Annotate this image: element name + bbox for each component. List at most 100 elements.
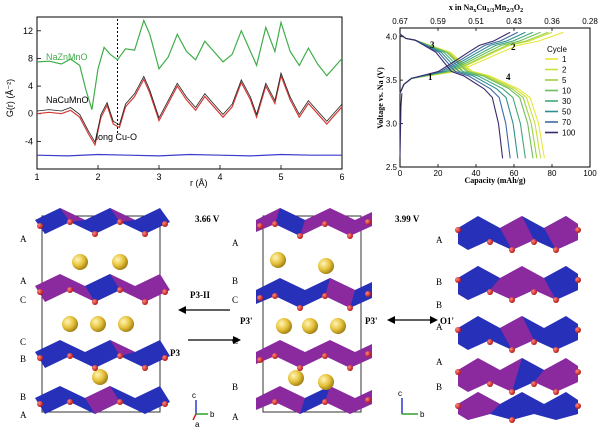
pdf-series	[36, 18, 343, 157]
voltage-x-tick-label: 100	[583, 169, 597, 178]
pdf-y-ticks: -4 0 4 8 12	[23, 26, 41, 146]
sodium-atom	[90, 316, 106, 332]
legend-title: Cycle	[547, 45, 568, 54]
sodium-atom	[62, 316, 78, 332]
stack-letter: B	[436, 277, 442, 287]
sodium-atom	[270, 252, 286, 268]
voltage-y-tick-label: 2.5	[386, 163, 398, 172]
octahedral-layer	[300, 386, 330, 414]
structure-o1-prime	[455, 216, 581, 423]
stack-letter: B	[232, 382, 238, 392]
stack-letter: C	[232, 295, 238, 305]
stack-letter: A	[436, 322, 443, 332]
legend-label-cycle-5: 5	[562, 76, 567, 85]
stack-letter: B	[436, 382, 442, 392]
oxygen-atoms	[37, 219, 168, 407]
initial-rise	[399, 93, 403, 157]
legend-label-cycle-30: 30	[562, 97, 571, 106]
stacking-letters-left: A A C C B B A	[20, 234, 27, 420]
stack-letter: C	[20, 295, 26, 305]
voltage-plot-frame	[399, 27, 591, 168]
sodium-atom	[302, 318, 318, 334]
voltage-x-tick-label: 80	[548, 169, 557, 178]
voltage-top-axis-title: x in NaxCu1/3Mn2/3O2	[449, 3, 523, 14]
voltage-xlabel: Capacity (mAh/g)	[464, 176, 525, 185]
region-label-3: 3	[430, 40, 435, 50]
voltage-ylabel: Voltage vs. Na (V)	[376, 67, 385, 129]
oxygen-atoms	[257, 219, 371, 405]
structures-panel: A A C C B B A A B C C B A A B B A A B 3.…	[20, 208, 581, 429]
voltage-top-tick-label: 0.43	[506, 17, 522, 26]
pdf-x-tick-label: 4	[217, 172, 222, 182]
pdf-x-tick-label: 5	[278, 172, 283, 182]
pdf-label-nazn: NaZnMnO	[46, 52, 88, 62]
stack-letter: A	[436, 235, 443, 245]
sodium-atom	[92, 369, 108, 385]
structure-p3	[35, 208, 170, 414]
voltage-top-tick-label: 0.59	[430, 17, 446, 26]
phase-label-p3-prime-b: P3'	[365, 316, 378, 326]
axis-label-b: b	[420, 410, 425, 419]
voltage-x-tick-label: 60	[510, 169, 519, 178]
legend-label-cycle-1: 1	[562, 55, 567, 64]
octahedral-layer	[35, 208, 170, 234]
pdf-xlabel: r (Å)	[190, 178, 208, 188]
pdf-series-difference	[36, 153, 342, 157]
stack-letter: B	[20, 354, 26, 364]
sodium-atom	[318, 258, 334, 274]
stack-letter: B	[436, 300, 442, 310]
octahedral-layer	[275, 208, 305, 236]
legend-label-cycle-2: 2	[562, 66, 567, 75]
discharge-curve-cycle-100	[399, 33, 504, 159]
axis-label-a: a	[195, 420, 200, 429]
voltage-top-tick-label: 0.67	[392, 17, 408, 26]
octahedral-layer	[256, 278, 372, 308]
octahedral-layer	[110, 340, 135, 356]
pdf-x-ticks: 1 2 3 4 5 6	[34, 165, 345, 182]
octahedral-layer	[325, 278, 355, 308]
pdf-x-tick-label: 3	[156, 172, 161, 182]
zigzag-layers	[458, 216, 578, 420]
stack-letter: C	[20, 337, 26, 347]
discharge-curve-cycle-10	[399, 33, 534, 159]
stack-letter: A	[436, 357, 443, 367]
octahedral-layer	[85, 274, 120, 302]
voltage-top-tick-label: 0.28	[582, 17, 598, 26]
pdf-series-nacumno	[36, 73, 343, 147]
pdf-x-tick-label: 6	[339, 172, 344, 182]
pdf-ylabel: G(r) (Å⁻²)	[5, 79, 15, 117]
voltage-y-tick-label: 3.0	[386, 120, 398, 129]
octahedral-layer	[256, 340, 372, 368]
region-label-2: 2	[511, 42, 516, 52]
charge-curve-cycle-100	[399, 31, 511, 94]
sodium-atom	[112, 254, 128, 270]
sodium-atom	[288, 370, 304, 386]
arrowhead	[233, 336, 241, 344]
stack-letter: A	[20, 410, 27, 420]
voltage-top-tick-label: 0.36	[544, 17, 560, 26]
voltage-x-ticks: 0 20 40 60 80 100	[398, 164, 597, 178]
axis-triad-left: c b a	[192, 391, 215, 429]
legend-label-cycle-50: 50	[562, 108, 571, 117]
voltage-top-tick-label: 0.51	[468, 17, 484, 26]
voltage-top-ticks: 0.67 0.59 0.51 0.43 0.36 0.28	[392, 17, 598, 31]
region-label-1: 1	[428, 72, 433, 82]
pdf-y-tick-label: 0	[28, 109, 33, 119]
voltage-x-tick-label: 40	[472, 169, 481, 178]
stack-letter: A	[20, 234, 27, 244]
arrowhead	[178, 306, 186, 314]
pdf-x-tick-label: 2	[95, 172, 100, 182]
axis-label-b: b	[210, 410, 215, 419]
stack-letter: B	[232, 276, 238, 286]
legend-label-cycle-10: 10	[562, 87, 571, 96]
charge-curve-cycle-5	[399, 31, 549, 94]
voltage-y-tick-label: 4.0	[386, 33, 398, 42]
voltage-y-tick-label: 3.5	[386, 76, 398, 85]
region-label-4: 4	[506, 72, 511, 82]
stack-letter: A	[232, 238, 239, 248]
voltage-label-3-99: 3.99 V	[395, 214, 420, 224]
voltage-curves	[399, 31, 564, 159]
legend-label-cycle-100: 100	[562, 129, 576, 138]
